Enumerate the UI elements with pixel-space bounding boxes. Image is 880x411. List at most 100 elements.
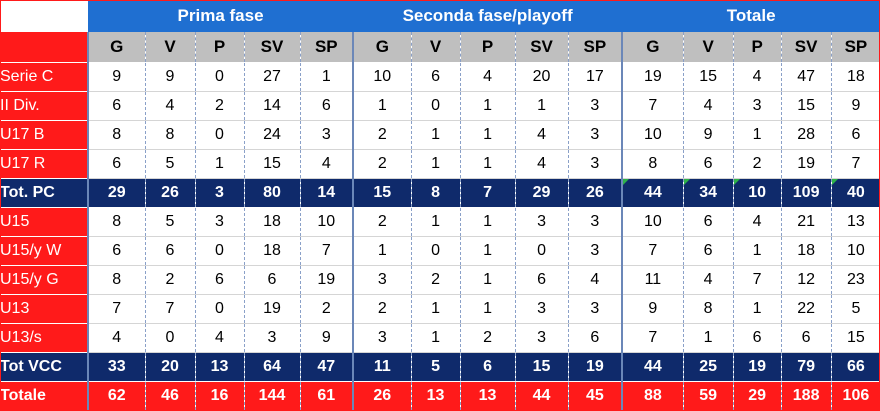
column-header-p: P <box>459 32 516 63</box>
table-cell: 11 <box>352 352 412 382</box>
table-cell: 2 <box>299 294 354 324</box>
group-header-seconda-fase: Seconda fase/playoff <box>353 0 623 32</box>
table-cell: 15 <box>780 91 832 121</box>
table-cell: 3 <box>514 207 569 237</box>
table-cell: 0 <box>514 236 569 266</box>
table-cell: 1 <box>459 294 516 324</box>
table-cell: 17 <box>567 62 623 92</box>
table-cell: 18 <box>780 236 832 266</box>
table-cell: 4 <box>567 265 623 295</box>
label-header-cell <box>0 32 88 63</box>
row-label: Tot. PC <box>0 178 88 208</box>
table-cell: 61 <box>299 381 354 411</box>
table-cell: 1 <box>410 120 461 150</box>
table-cell: 80 <box>243 178 300 208</box>
table-cell: 47 <box>780 62 832 92</box>
table-cell: 79 <box>780 352 832 382</box>
table-cell: 13 <box>410 381 461 411</box>
table-cell: 6 <box>410 62 461 92</box>
row-label: U17 B <box>0 120 88 150</box>
table-cell: 3 <box>352 323 412 353</box>
table-cell: 1 <box>459 207 516 237</box>
column-header-sv: SV <box>243 32 300 63</box>
table-cell: 3 <box>514 294 569 324</box>
table-cell: 8 <box>87 207 145 237</box>
table-cell: 7 <box>299 236 354 266</box>
table-cell: 1 <box>352 236 412 266</box>
table-cell: 40 <box>830 178 880 208</box>
table-cell: 2 <box>144 265 195 295</box>
column-header-sv: SV <box>514 32 569 63</box>
grand-total-row: Totale 62 46 16 144 61 26 13 13 44 45 88 59 29 188 106 <box>0 381 880 411</box>
table-cell: 7 <box>732 265 782 295</box>
table-cell: 4 <box>87 323 145 353</box>
table-cell: 1 <box>410 207 461 237</box>
table-cell: 8 <box>410 178 461 208</box>
table-cell: 25 <box>682 352 734 382</box>
table-cell: 6 <box>87 236 145 266</box>
table-cell: 10 <box>830 236 880 266</box>
table-cell: 6 <box>144 236 195 266</box>
table-cell: 20 <box>144 352 195 382</box>
table-cell: 44 <box>514 381 569 411</box>
row-label: U15/y W <box>0 236 88 266</box>
row-label: Totale <box>0 381 88 411</box>
table-cell: 19 <box>567 352 623 382</box>
table-cell: 13 <box>830 207 880 237</box>
table-cell: 6 <box>780 323 832 353</box>
table-cell: 13 <box>194 352 244 382</box>
table-cell: 7 <box>87 294 145 324</box>
table-cell: 0 <box>144 323 195 353</box>
table-cell: 14 <box>243 91 300 121</box>
table-cell: 6 <box>682 207 734 237</box>
table-cell: 6 <box>87 91 145 121</box>
column-header-row: G V P SV SP G V P SV SP G V P SV SP <box>0 32 880 63</box>
table-cell: 2 <box>352 149 412 179</box>
row-label: U13/s <box>0 323 88 353</box>
row-label: U15 <box>0 207 88 237</box>
table-cell: 0 <box>410 91 461 121</box>
table-cell: 47 <box>299 352 354 382</box>
table-cell: 19 <box>732 352 782 382</box>
table-row: Serie C 9 9 0 27 1 10 6 4 20 17 19 15 4 47 18 <box>0 62 880 92</box>
group-header-prima-fase: Prima fase <box>88 0 354 32</box>
table-cell: 1 <box>194 149 244 179</box>
table-cell: 10 <box>621 207 684 237</box>
table-cell: 1 <box>459 265 516 295</box>
table-cell: 15 <box>514 352 569 382</box>
table-cell: 0 <box>410 236 461 266</box>
table-cell: 1 <box>410 294 461 324</box>
table-cell: 6 <box>459 352 516 382</box>
column-header-g: G <box>352 32 412 63</box>
table-cell: 29 <box>514 178 569 208</box>
table-cell: 9 <box>682 120 734 150</box>
table-cell: 1 <box>459 236 516 266</box>
table-cell: 9 <box>144 62 195 92</box>
table-cell: 2 <box>352 294 412 324</box>
table-cell: 7 <box>621 236 684 266</box>
table-cell: 2 <box>194 91 244 121</box>
group-header-totale: Totale <box>622 0 880 32</box>
table-cell: 0 <box>194 120 244 150</box>
column-header-v: V <box>682 32 734 63</box>
table-cell: 27 <box>243 62 300 92</box>
table-cell: 44 <box>621 352 684 382</box>
table-cell: 3 <box>567 120 623 150</box>
table-cell: 64 <box>243 352 300 382</box>
table-cell: 13 <box>459 381 516 411</box>
table-cell: 144 <box>243 381 300 411</box>
table-cell: 15 <box>243 149 300 179</box>
table-cell: 15 <box>682 62 734 92</box>
table-cell: 8 <box>682 294 734 324</box>
table-cell: 106 <box>830 381 880 411</box>
column-header-sp: SP <box>299 32 354 63</box>
column-header-p: P <box>194 32 244 63</box>
group-header-row: Prima fase Seconda fase/playoff Totale <box>0 0 880 32</box>
table-cell: 59 <box>682 381 734 411</box>
column-header-g: G <box>87 32 145 63</box>
table-cell: 3 <box>567 236 623 266</box>
table-cell: 33 <box>87 352 145 382</box>
table-cell: 6 <box>299 91 354 121</box>
corner-cell <box>0 0 88 32</box>
table-cell: 1 <box>682 323 734 353</box>
